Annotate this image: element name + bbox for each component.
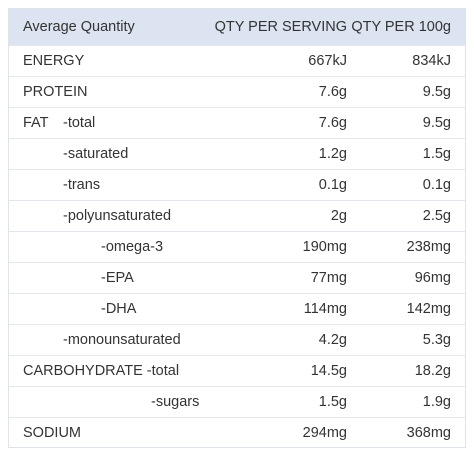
table-row: SODIUM 294mg 368mg: [9, 417, 465, 448]
table-row: -EPA 77mg 96mg: [9, 262, 465, 293]
table-row: ENERGY 667kJ 834kJ: [9, 45, 465, 76]
per-serving: 1.2g: [318, 146, 347, 162]
row-label: -monounsaturated: [63, 332, 181, 348]
table-row: FAT -total 7.6g 9.5g: [9, 107, 465, 138]
per-100g: 96mg: [414, 270, 451, 286]
row-label: -saturated: [63, 146, 129, 162]
table-row: PROTEIN 7.6g 9.5g: [9, 76, 465, 107]
nutrition-table: Average Quantity QTY PER SERVING QTY PER…: [8, 8, 466, 448]
row-sublabel: -total: [63, 115, 96, 131]
per-100g: 0.1g: [422, 177, 451, 193]
table-row: -trans 0.1g 0.1g: [9, 169, 465, 200]
row-label: -DHA: [101, 301, 137, 317]
per-serving: 14.5g: [310, 363, 347, 379]
per-serving: 0.1g: [318, 177, 347, 193]
table-row: -omega-3 190mg 238mg: [9, 231, 465, 262]
per-100g: 9.5g: [422, 84, 451, 100]
header-cell: QTY PER SERVING: [214, 19, 347, 35]
per-serving: 294mg: [302, 425, 347, 441]
row-label: -polyunsaturated: [63, 208, 172, 224]
per-100g: 18.2g: [414, 363, 451, 379]
per-100g: 142mg: [406, 301, 451, 317]
table-row: -polyunsaturated 2g 2.5g: [9, 200, 465, 231]
row-label: -sugars: [151, 394, 200, 410]
row-label: -omega-3: [101, 239, 164, 255]
per-100g: 5.3g: [422, 332, 451, 348]
row-label: SODIUM: [23, 425, 81, 441]
row-label: PROTEIN: [23, 84, 88, 100]
row-label: ENERGY: [23, 53, 85, 69]
per-100g: 368mg: [406, 425, 451, 441]
per-100g: 2.5g: [422, 208, 451, 224]
per-100g: 834kJ: [412, 53, 451, 69]
per-serving: 4.2g: [318, 332, 347, 348]
per-serving: 77mg: [310, 270, 347, 286]
per-serving: 7.6g: [318, 115, 347, 131]
row-label: -trans: [63, 177, 101, 193]
table-row: -saturated 1.2g 1.5g: [9, 138, 465, 169]
row-label: FAT: [23, 115, 49, 131]
table-row: CARBOHYDRATE -total 14.5g 18.2g: [9, 355, 465, 386]
table-row: -monounsaturated 4.2g 5.3g: [9, 324, 465, 355]
per-serving: 2g: [330, 208, 347, 224]
header-row: Average Quantity QTY PER SERVING QTY PER…: [9, 9, 465, 45]
per-100g: 9.5g: [422, 115, 451, 131]
per-100g: 1.9g: [422, 394, 451, 410]
row-label: CARBOHYDRATE -total: [23, 363, 180, 379]
per-100g: 1.5g: [422, 146, 451, 162]
header-cell: QTY PER 100g: [351, 19, 451, 35]
per-serving: 7.6g: [318, 84, 347, 100]
table-row: -sugars 1.5g 1.9g: [9, 386, 465, 417]
per-100g: 238mg: [406, 239, 451, 255]
per-serving: 190mg: [302, 239, 347, 255]
per-serving: 114mg: [303, 301, 347, 317]
header-cell: Average Quantity: [23, 19, 135, 35]
per-serving: 667kJ: [308, 53, 347, 69]
row-label: -EPA: [101, 270, 134, 286]
per-serving: 1.5g: [318, 394, 347, 410]
table-row: -DHA 114mg 142mg: [9, 293, 465, 324]
